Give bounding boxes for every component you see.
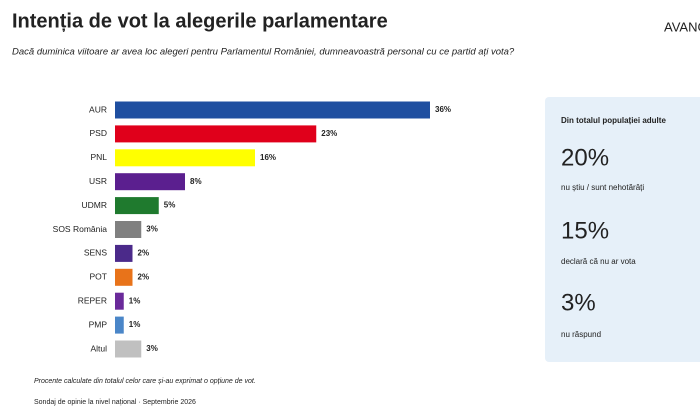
value-label: 3%	[146, 344, 158, 353]
value-label: 3%	[146, 225, 158, 234]
panel-label: nu știu / sunt nehotărâți	[561, 183, 644, 192]
source: Sondaj de opinie la nivel național · Sep…	[34, 399, 196, 406]
value-label: 8%	[190, 177, 202, 186]
category-label: USR	[89, 176, 107, 186]
bar	[115, 197, 159, 215]
category-label: UDMR	[82, 200, 108, 210]
category-label: PSD	[90, 128, 107, 138]
category-label: REPER	[78, 295, 107, 305]
value-label: 16%	[260, 153, 276, 162]
category-label: PMP	[89, 319, 108, 329]
panel-heading: Din totalul populației adulte	[561, 116, 666, 125]
bar	[115, 221, 142, 238]
value-label: 5%	[164, 201, 176, 210]
panel-label: declară că nu ar vota	[561, 257, 636, 266]
bar	[115, 244, 133, 262]
bar	[115, 340, 142, 358]
bar	[115, 149, 255, 167]
category-label: PNL	[90, 152, 107, 162]
panel-value: 3%	[561, 289, 596, 316]
bar	[115, 268, 133, 286]
category-label: SENS	[84, 248, 107, 258]
panel-value: 20%	[561, 144, 609, 171]
bar	[115, 292, 124, 310]
panel-value: 15%	[561, 217, 609, 244]
value-label: 23%	[321, 129, 337, 138]
category-label: Altul	[90, 343, 107, 353]
category-label: SOS România	[53, 224, 108, 234]
footnote: Procente calculate din totalul celor car…	[34, 378, 256, 385]
value-label: 2%	[138, 249, 150, 258]
side-panel	[545, 97, 700, 362]
bar	[115, 173, 185, 191]
value-label: 1%	[129, 296, 141, 305]
category-label: POT	[90, 272, 107, 282]
chart-subtitle: Dacă duminica viitoare ar avea loc alege…	[12, 47, 515, 58]
value-label: 1%	[129, 320, 141, 329]
bar	[115, 125, 317, 143]
bar	[115, 101, 430, 119]
logo: AVANG	[664, 19, 700, 34]
value-label: 2%	[138, 272, 150, 281]
bar	[115, 316, 124, 334]
value-label: 36%	[435, 105, 451, 114]
panel-label: nu răspund	[561, 330, 601, 339]
category-label: AUR	[89, 104, 107, 114]
chart-title: Intenția de vot la alegerile parlamentar…	[12, 10, 388, 32]
